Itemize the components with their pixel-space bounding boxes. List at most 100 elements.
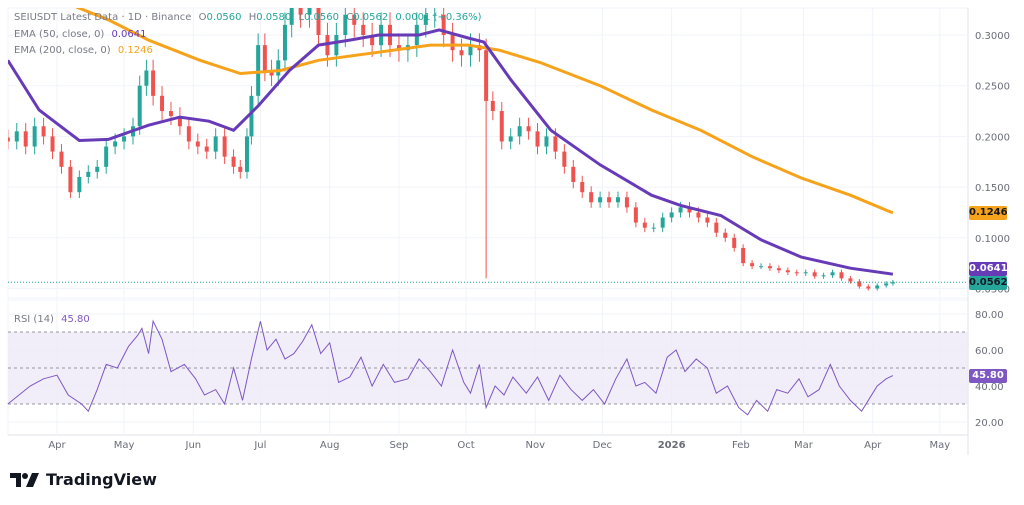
ema200-label: EMA (200, close, 0)	[14, 45, 111, 56]
time-axis-label: Apr	[48, 440, 66, 451]
candle-body	[508, 136, 513, 142]
candle-body	[526, 126, 531, 132]
time-axis-label: Feb	[732, 440, 750, 451]
candle-body	[839, 272, 844, 279]
candle-body	[714, 222, 719, 233]
ema50-price-tag: 0.0641	[969, 262, 1008, 276]
candle-body	[598, 197, 603, 203]
candle-body	[104, 146, 109, 167]
candle-body	[276, 60, 281, 76]
rsi-axis-label: 40.00	[975, 382, 1004, 393]
price-axis-label: 0.2500	[975, 82, 1010, 93]
candle-body	[160, 95, 165, 112]
candle-body	[204, 146, 209, 152]
high-label: H	[248, 12, 257, 23]
ema200-line	[74, 8, 894, 215]
time-axis-label: Mar	[794, 440, 814, 451]
time-axis-label: Nov	[526, 440, 546, 451]
candle-body	[352, 14, 357, 25]
candle-body	[186, 126, 191, 142]
candle-body	[41, 126, 46, 137]
candle-body	[8, 137, 10, 142]
candle-body	[535, 131, 540, 147]
candle-body	[168, 111, 173, 117]
price-axis[interactable]: 0.3000 0.2500 0.2000 0.1500 0.1000 0.0500	[975, 31, 1010, 296]
candle-body	[571, 166, 576, 183]
candle-body	[113, 141, 118, 147]
ema200-legend[interactable]: EMA (200, close, 0) 0.1246	[14, 45, 157, 56]
candle-body	[785, 270, 790, 273]
candle-body	[423, 14, 428, 25]
tradingview-logo[interactable]: TradingView	[10, 470, 157, 489]
rsi-legend[interactable]: RSI (14) 45.80	[14, 314, 94, 325]
candle-body	[875, 285, 880, 289]
candle-body	[750, 263, 755, 267]
candle-body	[830, 272, 835, 276]
time-axis-label: Aug	[320, 440, 340, 451]
candle-body	[723, 232, 728, 238]
candle-body	[151, 70, 156, 96]
ema50-line	[8, 28, 894, 276]
candle-body	[177, 116, 182, 127]
ema200-price-tag: 0.1246	[969, 206, 1008, 220]
candle-body	[195, 141, 200, 147]
candle-body	[68, 166, 73, 193]
candle-body	[687, 207, 692, 213]
low-label: L	[298, 12, 305, 23]
candle-body	[484, 50, 489, 101]
candle-body	[884, 283, 889, 286]
candle-body	[767, 266, 772, 269]
candle-body	[857, 281, 862, 287]
candle-body	[269, 70, 274, 76]
rsi-value-tag: 45.80	[969, 369, 1007, 383]
rsi-axis[interactable]: 80.00 60.00 40.00 20.00	[975, 310, 1004, 429]
candle-body	[848, 278, 853, 282]
candle-body	[361, 24, 366, 35]
rsi-axis-label: 60.00	[975, 346, 1004, 357]
rsi-line	[7, 319, 894, 416]
candle-body	[517, 126, 522, 137]
candle-body	[289, 8, 294, 25]
candle-body	[866, 286, 871, 289]
tradingview-logo-icon	[10, 472, 39, 487]
candle-body	[231, 156, 236, 167]
candle-body	[256, 45, 261, 96]
price-axis-label: 0.2000	[975, 132, 1010, 143]
candle-body	[759, 266, 764, 268]
rsi-label: RSI (14)	[14, 314, 54, 325]
time-axis[interactable]: Apr May Jun Jul Aug Sep Oct Nov Dec 2026 Feb Mar Apr…	[48, 440, 950, 451]
candle-body	[137, 85, 142, 127]
candle-body	[238, 166, 243, 172]
candle-body	[370, 35, 375, 46]
candle-body	[249, 95, 254, 137]
candle-body	[633, 207, 638, 223]
candle-body	[696, 212, 701, 218]
candle-body	[343, 14, 348, 35]
candle-body	[553, 136, 558, 152]
candle-body	[77, 176, 82, 193]
candle-body	[732, 237, 737, 248]
candle-body	[396, 45, 401, 51]
candle-body	[450, 35, 455, 51]
candle-body	[562, 151, 567, 167]
candle-body	[705, 217, 710, 223]
candle-body	[607, 197, 612, 203]
candle-body	[794, 272, 799, 274]
price-axis-label: 0.1500	[975, 183, 1010, 194]
candle-body	[821, 275, 826, 277]
candle-body	[459, 50, 464, 56]
candle-body	[334, 35, 339, 56]
change-value: 0.0001 (+0.36%)	[395, 12, 482, 23]
rsi-value: 45.80	[61, 314, 90, 325]
ema50-legend[interactable]: EMA (50, close, 0) 0.0641	[14, 29, 151, 40]
symbol-legend: SEIUSDT Latest Data · 1D · Binance O0.05…	[14, 12, 486, 23]
symbol-label[interactable]: SEIUSDT Latest Data · 1D · Binance	[14, 12, 192, 23]
candle-body	[95, 166, 100, 172]
candle-body	[890, 282, 895, 284]
candle-body	[660, 217, 665, 228]
rsi-axis-label: 20.00	[975, 418, 1004, 429]
candle-body	[589, 192, 594, 203]
candle-body	[544, 136, 549, 147]
candle-body	[812, 272, 817, 277]
